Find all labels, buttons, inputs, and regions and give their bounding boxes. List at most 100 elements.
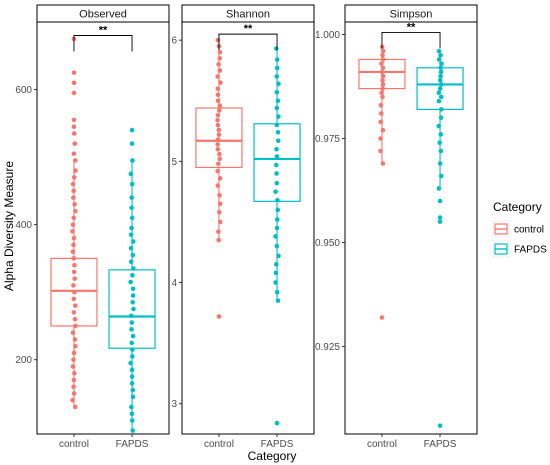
data-point [215,146,221,152]
outlier-point [437,423,443,428]
legend-key-control: control [492,220,544,238]
outlier-point [71,117,77,123]
outlier-point [216,314,222,319]
data-point [438,94,444,100]
data-point [380,65,386,71]
data-point [378,136,383,141]
data-point [273,189,278,194]
data-point [437,86,443,91]
data-point [128,245,134,251]
data-point [71,350,77,356]
outlier-point [437,215,443,220]
data-point [71,195,76,200]
data-point [71,242,76,248]
outlier-point [129,141,135,146]
data-point [130,239,136,244]
data-point [274,154,280,159]
y-tick-label: 0.925 [315,342,340,353]
data-point [215,74,220,79]
data-point [70,330,76,335]
box-iqr [253,123,301,202]
data-point [129,404,134,410]
data-point [274,289,280,295]
data-point [274,122,280,128]
data-point [129,418,135,423]
outlier-point [437,219,443,225]
data-point [380,127,386,133]
significance-bracket [381,31,441,49]
data-point [73,323,78,329]
data-point [215,122,221,128]
data-point [380,161,386,166]
data-point [72,404,78,410]
data-point [438,132,444,137]
data-point [215,86,221,91]
data-point [436,57,442,62]
facet-strip-label: Simpson [390,9,433,21]
data-point [215,183,221,188]
legend: Category control FAPDS [492,200,547,258]
data-point [216,237,222,243]
data-point [72,141,78,146]
data-point [217,176,223,181]
data-point [439,61,444,66]
data-point [70,249,76,254]
data-point [217,219,223,225]
data-point [379,69,385,75]
data-point [130,252,136,258]
data-point [71,188,77,194]
data-point [276,81,281,87]
data-point [436,90,442,96]
significance-label: ** [244,23,253,35]
significance-bracket [218,33,278,51]
data-point [217,209,222,215]
x-tick-label: FAPDS [261,439,294,450]
data-point [379,61,384,66]
panel-simpson: Simpson 0.925 0.950 0.975 1.000 control FAPDS *… [315,4,478,450]
panel-observed: Observed 200 400 600 control FAPDS ** [15,4,170,450]
data-point [129,340,135,346]
significance-label: ** [407,21,416,33]
data-point [215,98,221,104]
x-tick-label: FAPDS [424,439,457,450]
data-point [129,215,135,221]
data-point [273,270,279,276]
data-point [216,132,222,137]
data-point [274,171,279,176]
data-point [276,253,281,259]
data-point [437,77,443,83]
data-point [274,74,280,79]
data-point [217,192,222,198]
y-axis-title: Alpha Diversity Measure [2,161,16,291]
data-point [71,377,77,383]
data-point [379,90,385,96]
data-point [72,370,77,376]
data-point [130,387,136,393]
data-point [128,360,133,366]
data-point [439,107,444,112]
data-point [217,56,223,61]
data-point [436,186,442,191]
data-point [275,197,280,203]
data-point [438,173,444,179]
outlier-point [274,420,280,426]
data-point [215,37,221,43]
outlier-point [437,198,443,204]
data-point [130,158,135,163]
data-point [72,158,78,163]
data-point [437,140,442,145]
facet-panels: Observed 200 400 600 control FAPDS ** Shannon 3 4… [15,4,478,450]
y-tick-label: 5 [171,157,177,168]
data-point [217,151,222,157]
y-tick-label: 4 [171,278,177,289]
data-point [130,354,135,359]
data-point [129,381,135,386]
data-point [218,80,223,85]
data-point [380,57,386,62]
x-axis-title: Category [248,449,297,463]
data-point [275,207,281,213]
data-point [217,68,223,73]
data-point [72,262,77,268]
data-point [436,48,442,54]
data-point [273,46,279,51]
